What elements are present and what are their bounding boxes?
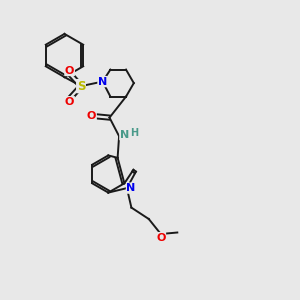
Text: N: N bbox=[98, 76, 107, 87]
Text: O: O bbox=[65, 65, 74, 76]
Text: O: O bbox=[156, 232, 166, 243]
Text: O: O bbox=[65, 97, 74, 107]
Text: O: O bbox=[87, 111, 96, 121]
Text: N: N bbox=[127, 183, 136, 193]
Text: S: S bbox=[77, 80, 85, 93]
Text: N: N bbox=[120, 130, 129, 140]
Text: H: H bbox=[130, 128, 139, 138]
